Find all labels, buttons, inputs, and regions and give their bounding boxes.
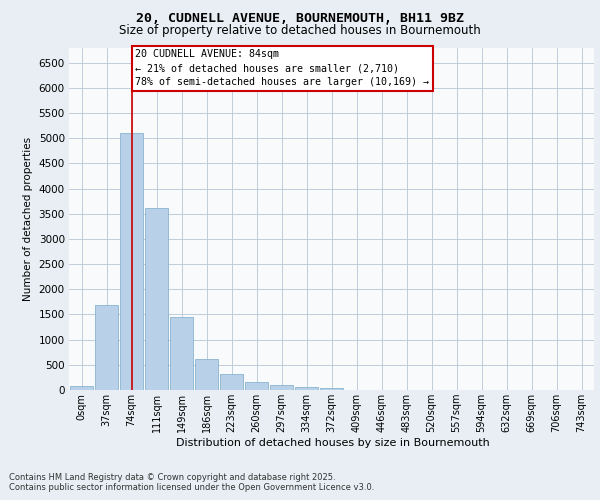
Text: 20, CUDNELL AVENUE, BOURNEMOUTH, BH11 9BZ: 20, CUDNELL AVENUE, BOURNEMOUTH, BH11 9B… [136, 12, 464, 26]
Bar [145, 208, 168, 390]
Text: Contains public sector information licensed under the Open Government Licence v3: Contains public sector information licen… [9, 482, 374, 492]
Text: Distribution of detached houses by size in Bournemouth: Distribution of detached houses by size … [176, 438, 490, 448]
Text: 20 CUDNELL AVENUE: 84sqm
← 21% of detached houses are smaller (2,710)
78% of sem: 20 CUDNELL AVENUE: 84sqm ← 21% of detach… [135, 49, 429, 87]
Bar [170, 318, 193, 390]
Bar [245, 382, 268, 390]
Bar [195, 359, 218, 390]
Bar [220, 374, 243, 390]
Bar [95, 306, 118, 390]
Bar [120, 133, 143, 390]
Text: Contains HM Land Registry data © Crown copyright and database right 2025.: Contains HM Land Registry data © Crown c… [9, 472, 335, 482]
Bar [320, 388, 343, 390]
Bar [270, 384, 293, 390]
Bar [70, 386, 93, 390]
Y-axis label: Number of detached properties: Number of detached properties [23, 136, 33, 301]
Bar [295, 387, 318, 390]
Text: Size of property relative to detached houses in Bournemouth: Size of property relative to detached ho… [119, 24, 481, 37]
